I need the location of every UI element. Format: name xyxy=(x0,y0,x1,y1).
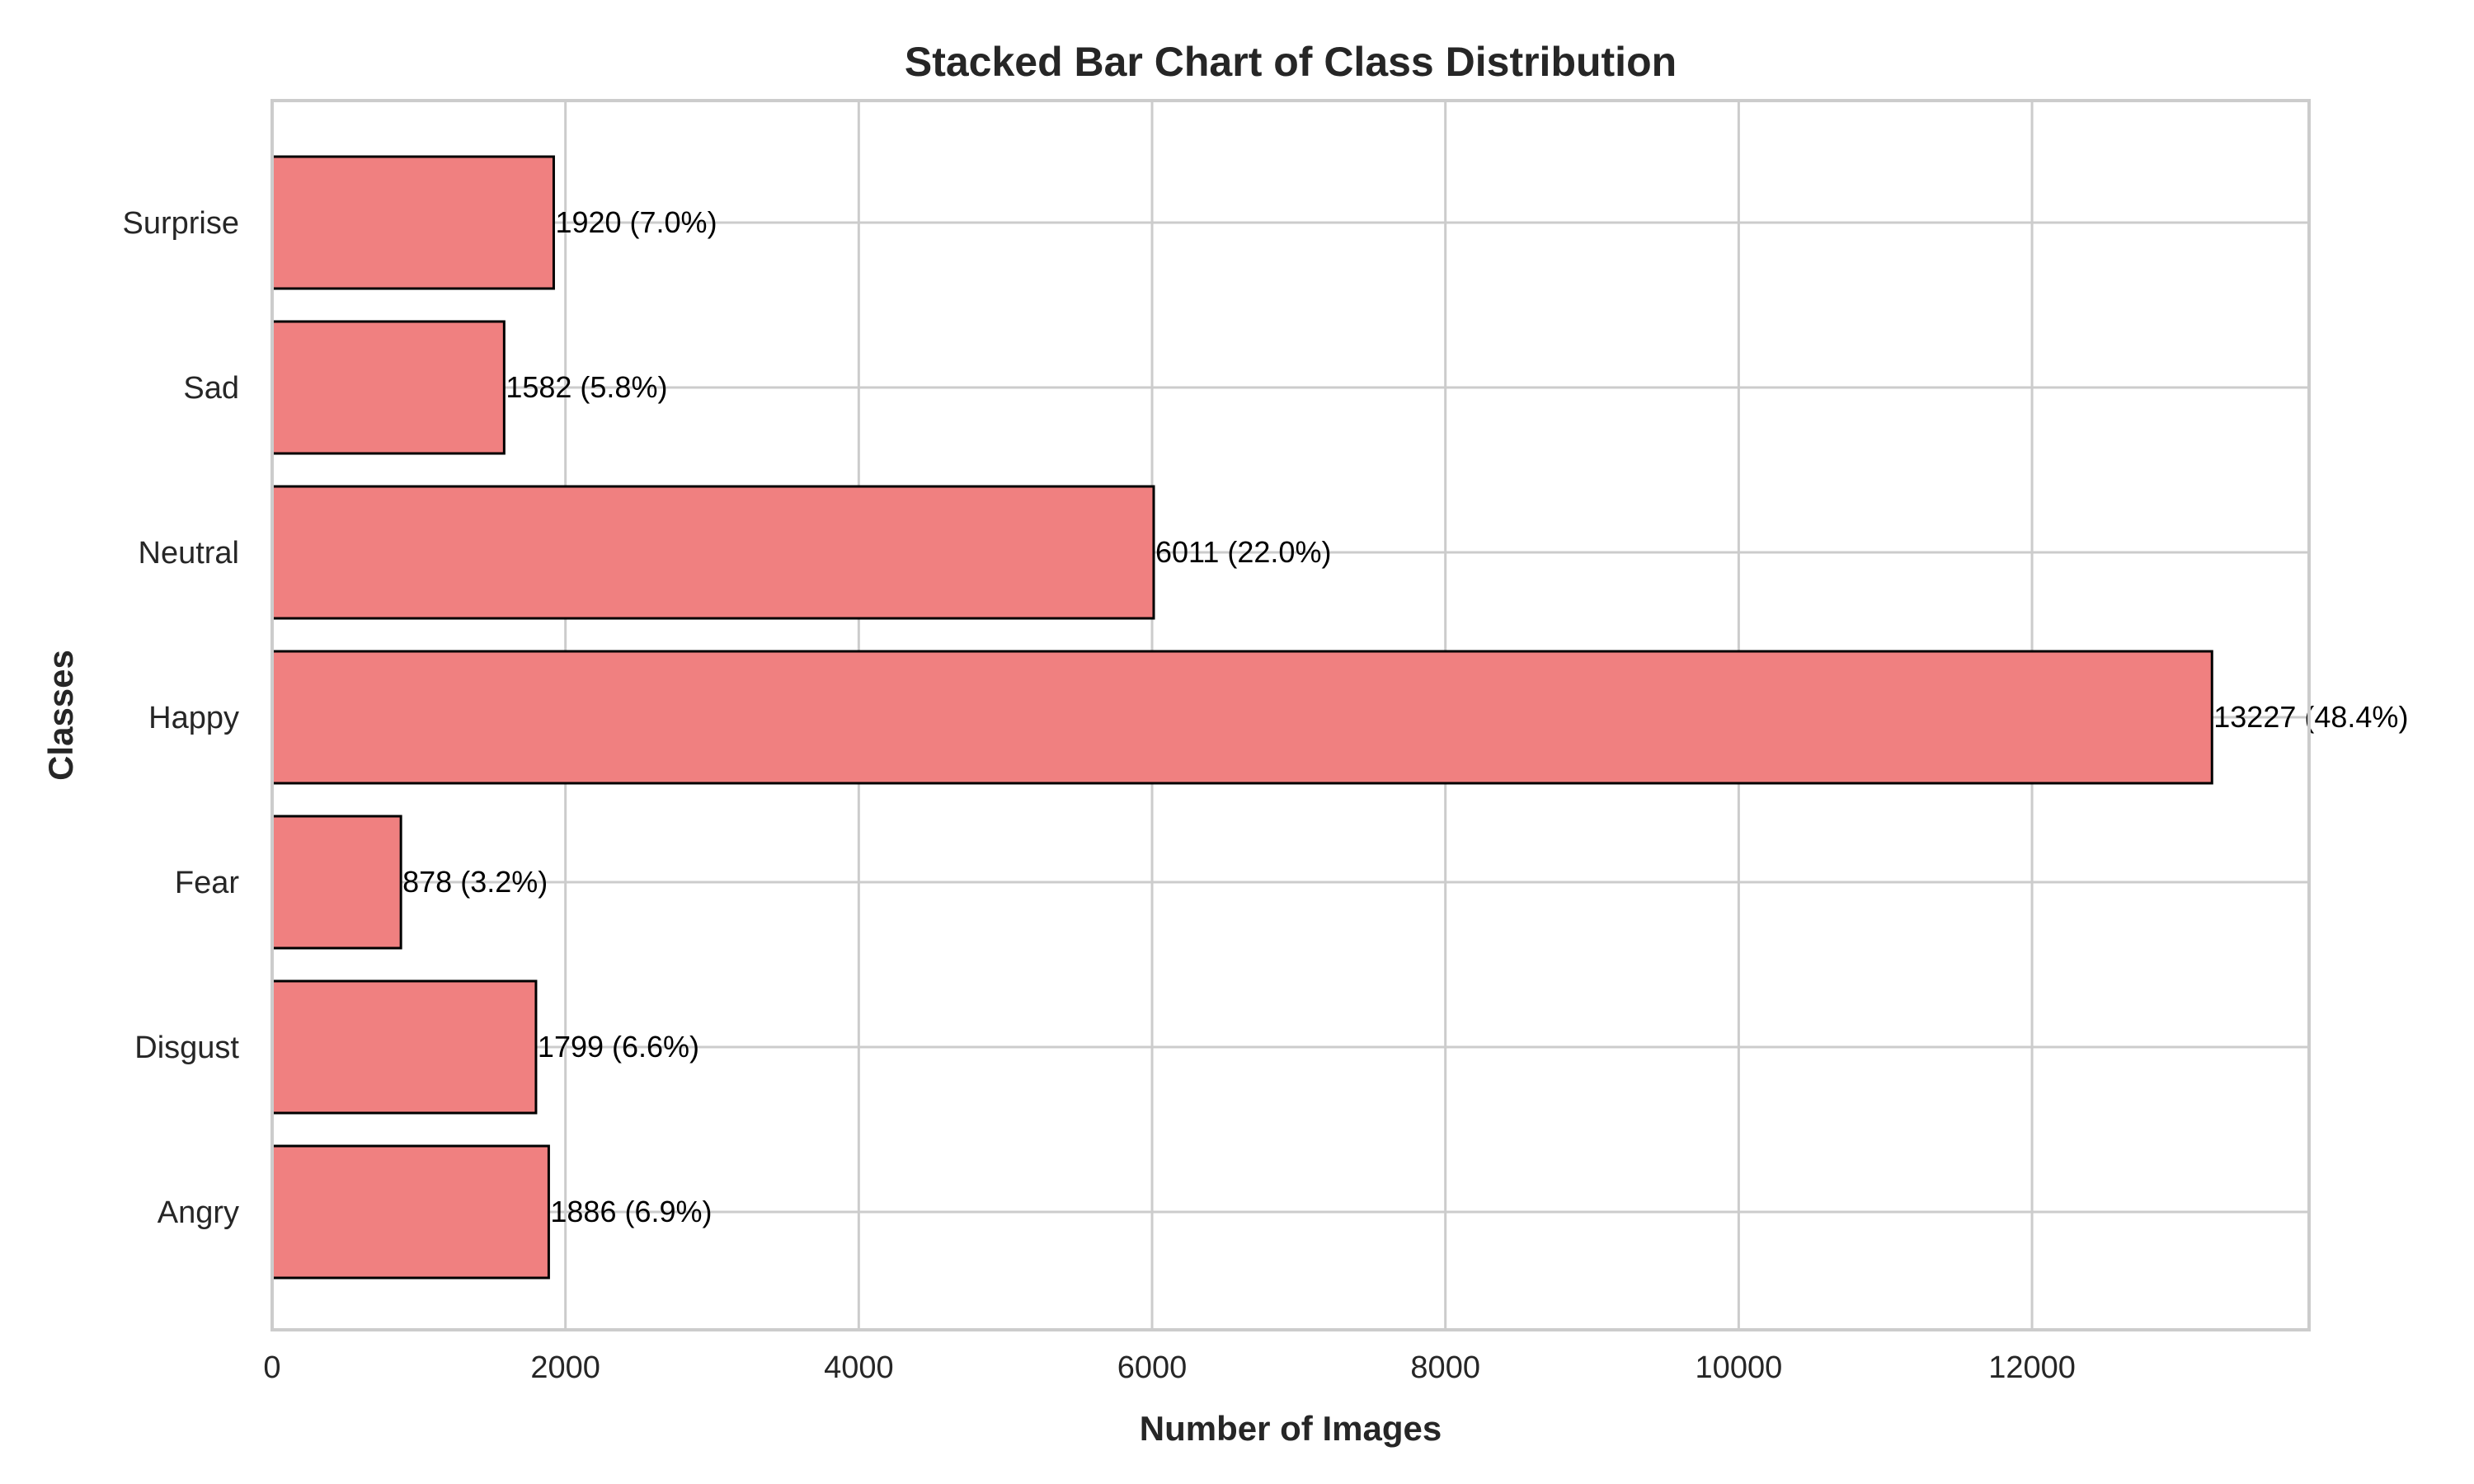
x-axis-label: Number of Images xyxy=(1140,1409,1442,1448)
x-tick-label: 12000 xyxy=(1988,1350,2076,1385)
tick-labels: 0 2000 4000 6000 8000 10000 12000 Angry Disgust F… xyxy=(123,206,2076,1385)
bar-disgust xyxy=(270,979,538,1115)
x-tick-label: 0 xyxy=(263,1350,280,1385)
y-axis-label: Classes xyxy=(41,650,80,781)
y-tick-label: Surprise xyxy=(123,206,240,241)
data-labels: 1886 (6.9%) 1799 (6.6%) 878 (3.2%) 13227 (4… xyxy=(402,205,2408,1228)
bar-sad xyxy=(270,320,506,455)
bar-happy xyxy=(270,650,2213,785)
data-label-sad: 1582 (5.8%) xyxy=(506,370,667,404)
y-tick-label: Fear xyxy=(175,866,239,900)
x-tick-label: 8000 xyxy=(1410,1350,1480,1385)
chart-title: Stacked Bar Chart of Class Distribution xyxy=(905,39,1677,85)
data-label-fear: 878 (3.2%) xyxy=(402,865,548,899)
x-tick-label: 6000 xyxy=(1117,1350,1188,1385)
bars xyxy=(270,155,2213,1280)
x-tick-label: 2000 xyxy=(530,1350,600,1385)
y-tick-label: Disgust xyxy=(134,1031,239,1065)
data-label-neutral: 6011 (22.0%) xyxy=(1155,535,1331,569)
data-label-surprise: 1920 (7.0%) xyxy=(555,205,717,239)
y-tick-label: Angry xyxy=(158,1195,239,1230)
bar-fear xyxy=(270,815,402,950)
y-tick-label: Neutral xyxy=(139,536,240,571)
bar-surprise xyxy=(270,155,555,290)
data-label-angry: 1886 (6.9%) xyxy=(550,1195,712,1228)
data-label-happy: 13227 (48.4%) xyxy=(2213,700,2408,734)
bar-angry xyxy=(270,1144,550,1280)
data-label-disgust: 1799 (6.6%) xyxy=(538,1030,699,1064)
x-tick-label: 10000 xyxy=(1696,1350,1783,1385)
y-tick-label: Happy xyxy=(148,701,239,735)
x-tick-label: 4000 xyxy=(824,1350,894,1385)
plot-frame xyxy=(270,99,2311,1331)
y-tick-label: Sad xyxy=(183,371,239,406)
bar-neutral xyxy=(270,485,1155,620)
